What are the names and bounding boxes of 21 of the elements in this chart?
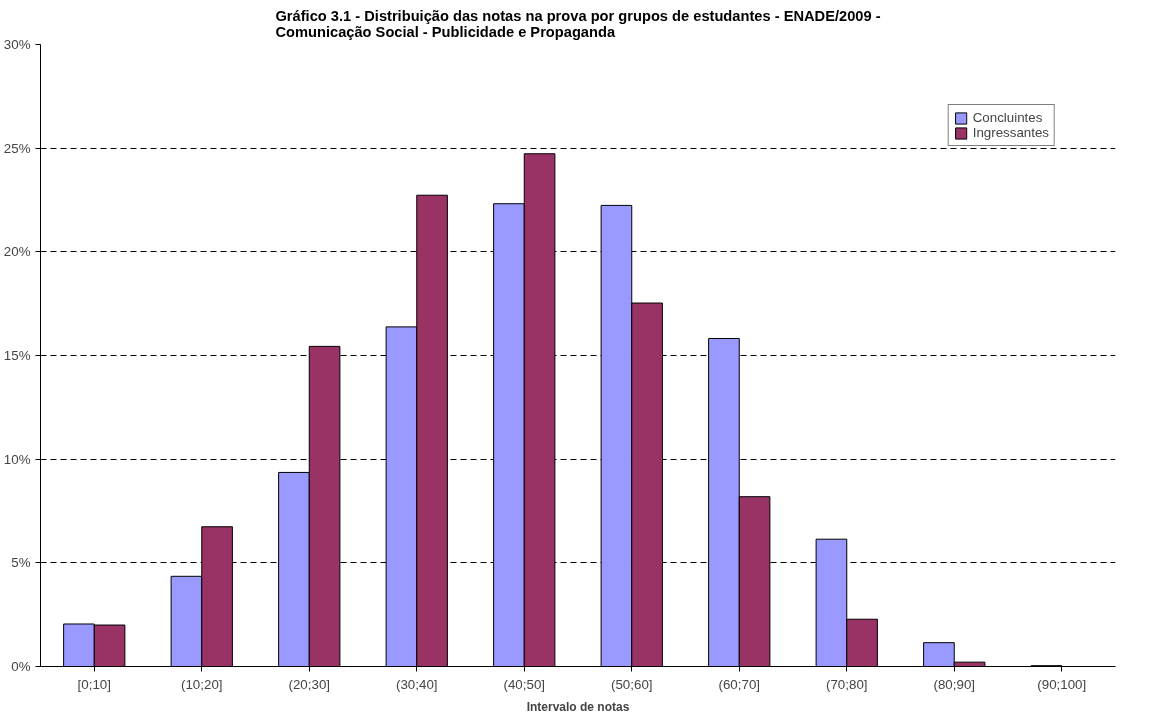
y-tick-label: 10% — [3, 451, 31, 467]
y-tick-label: 25% — [3, 140, 31, 156]
legend-label: Concluintes — [972, 110, 1043, 125]
y-tick-label: 15% — [3, 348, 31, 363]
x-tick-label: (20;30] — [288, 676, 330, 692]
x-tick-label: (50;60] — [611, 676, 653, 692]
x-tick-label: (80;90] — [933, 676, 975, 692]
y-tick-label: 30% — [3, 37, 31, 52]
x-tick-label: (40;50] — [503, 676, 545, 692]
chart-title: Gráfico 3.1 - Distribuição das notas na prova por grupos de estudantes - ENADE/2009 - Comunicação Social - Publicidade e Propaganda — [275, 7, 881, 40]
legend-label: Ingressantes — [972, 125, 1049, 140]
x-tick-label: (10;20] — [181, 676, 223, 692]
y-tick-label: 0% — [11, 659, 31, 674]
x-tick-label: (70;80] — [826, 676, 868, 692]
x-tick-label: (30;40] — [396, 676, 438, 692]
y-tick-label: 5% — [11, 555, 31, 571]
x-tick-label: [0;10] — [77, 676, 111, 692]
x-tick-label: (60;70] — [718, 676, 760, 692]
y-tick-label: 20% — [3, 244, 31, 260]
x-axis-title: Intervalo de notas — [526, 699, 630, 714]
x-tick-label: (90;100] — [1037, 676, 1087, 692]
